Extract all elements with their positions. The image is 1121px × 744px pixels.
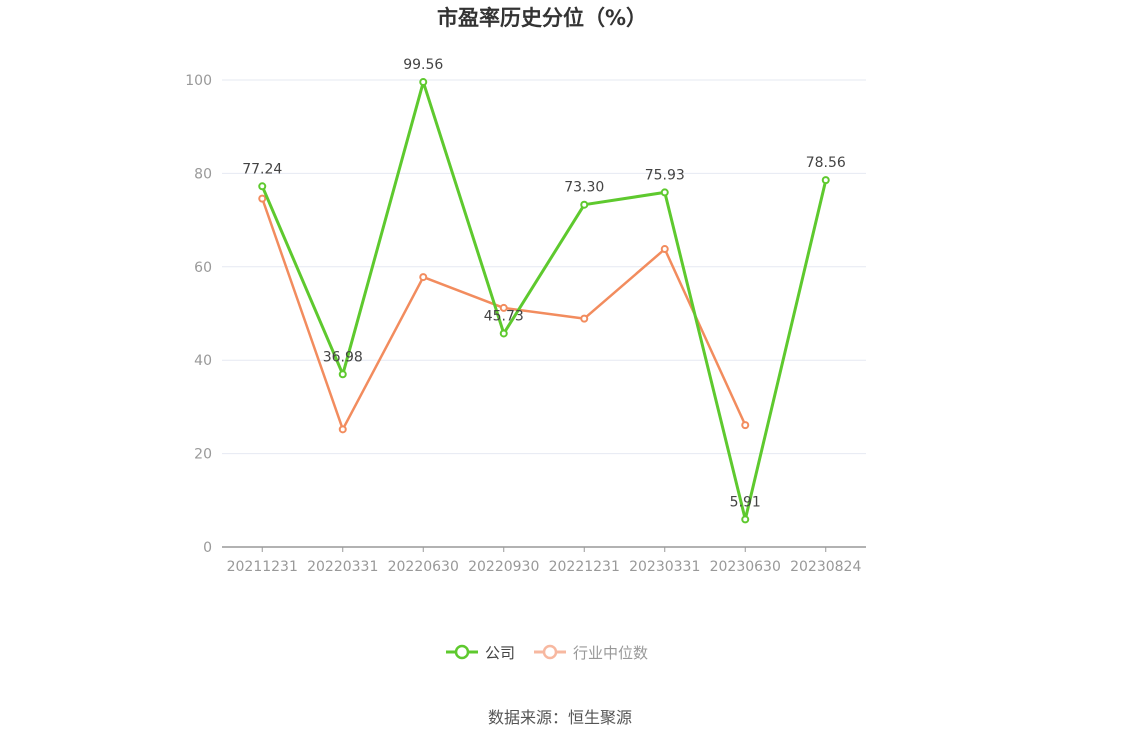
x-tick-label: 20230331 <box>629 559 700 575</box>
data-point-company[interactable] <box>580 200 589 209</box>
data-point-company[interactable] <box>419 78 428 87</box>
data-point-industry[interactable] <box>741 421 750 430</box>
x-tick-label: 20220930 <box>468 559 539 575</box>
data-point-industry[interactable] <box>338 425 347 434</box>
legend-item-company[interactable]: 公司 <box>446 644 515 662</box>
legend: 公司 行业中位数 <box>446 644 648 662</box>
data-label: 5.91 <box>730 494 761 510</box>
series-layer <box>258 78 830 524</box>
data-point-industry[interactable] <box>660 245 669 254</box>
y-tick-label: 20 <box>194 447 212 463</box>
y-tick-label: 0 <box>203 540 212 556</box>
series-line-company <box>260 80 828 521</box>
legend-item-industry[interactable]: 行业中位数 <box>534 644 648 662</box>
data-point-company[interactable] <box>338 370 347 379</box>
y-tick-label: 40 <box>194 353 212 369</box>
data-point-company[interactable] <box>258 182 267 191</box>
x-tick-label: 20230824 <box>790 559 861 575</box>
data-point-company[interactable] <box>499 329 508 338</box>
data-label: 75.93 <box>645 167 685 183</box>
data-labels: 77.24 36.98 99.56 45.73 73.30 75.93 5.91 78.56 <box>242 57 846 510</box>
data-point-industry[interactable] <box>499 303 508 312</box>
data-label: 99.56 <box>403 57 443 73</box>
data-point-industry[interactable] <box>419 273 428 282</box>
y-axis: 0 20 40 60 80 100 <box>185 73 212 556</box>
legend-marker-company <box>454 644 470 660</box>
data-point-company[interactable] <box>660 188 669 197</box>
data-label: 45.73 <box>484 308 524 324</box>
data-label: 77.24 <box>242 161 282 177</box>
data-label: 73.30 <box>564 180 604 196</box>
data-point-industry[interactable] <box>258 194 267 203</box>
legend-label-industry: 行业中位数 <box>573 644 648 662</box>
data-source: 数据来源：恒生聚源 <box>488 708 632 727</box>
y-tick-label: 100 <box>185 73 212 89</box>
y-tick-label: 80 <box>194 166 212 182</box>
chart-title: 市盈率历史分位（%） <box>437 6 647 30</box>
data-point-industry[interactable] <box>580 314 589 323</box>
data-point-company[interactable] <box>821 176 830 185</box>
x-tick-label: 20220630 <box>388 559 459 575</box>
x-tick-label: 20230630 <box>710 559 781 575</box>
data-point-company[interactable] <box>741 515 750 524</box>
y-tick-label: 60 <box>194 260 212 276</box>
data-label: 36.98 <box>323 349 363 365</box>
data-label: 78.56 <box>806 155 846 171</box>
legend-marker-industry <box>542 644 558 660</box>
legend-label-company: 公司 <box>485 644 515 662</box>
x-axis: 20211231 20220331 20220630 20220930 20221231… <box>222 546 866 575</box>
x-tick-label: 20211231 <box>227 559 298 575</box>
x-tick-label: 20220331 <box>307 559 378 575</box>
x-tick-label: 20221231 <box>549 559 620 575</box>
